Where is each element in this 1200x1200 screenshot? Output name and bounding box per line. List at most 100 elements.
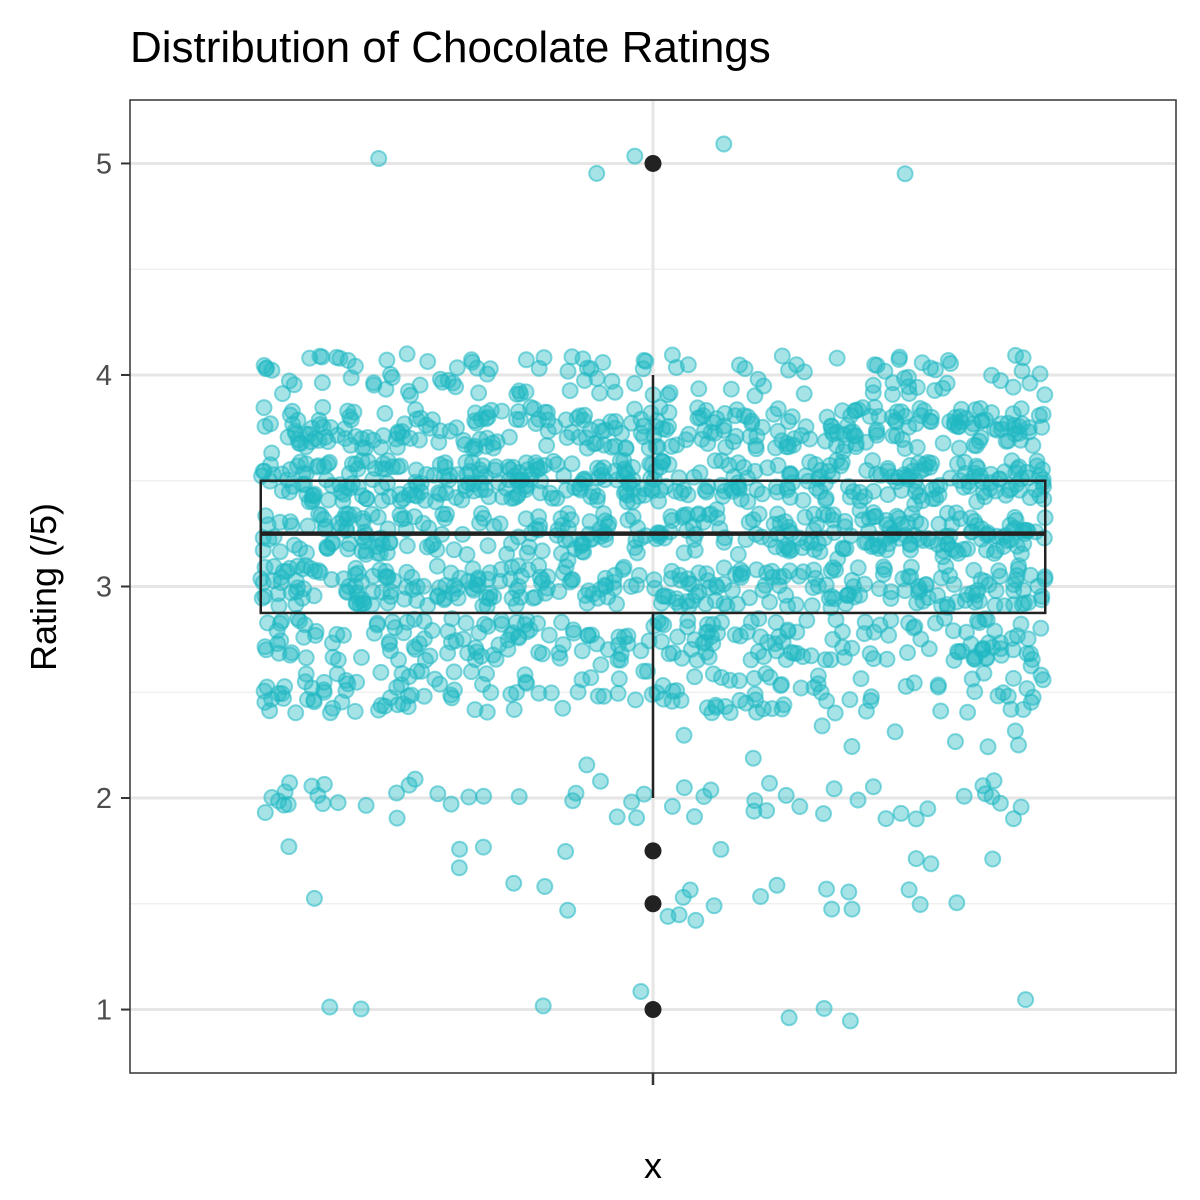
data-point xyxy=(605,579,623,597)
data-point xyxy=(592,656,610,674)
data-point xyxy=(478,703,496,721)
data-point xyxy=(323,535,341,553)
data-point xyxy=(858,461,876,479)
data-point xyxy=(892,403,910,421)
data-point xyxy=(645,571,663,589)
data-point xyxy=(581,513,599,531)
data-point xyxy=(748,561,766,579)
data-point xyxy=(757,665,775,683)
data-point xyxy=(896,165,914,183)
data-point xyxy=(716,405,734,422)
data-point xyxy=(289,411,307,429)
data-point xyxy=(558,429,576,446)
data-point xyxy=(279,795,297,813)
data-point xyxy=(428,557,446,575)
data-point xyxy=(559,362,577,380)
data-point xyxy=(835,648,853,666)
data-point xyxy=(401,429,419,447)
data-point xyxy=(722,380,740,398)
data-point xyxy=(673,649,691,667)
data-point xyxy=(463,351,480,369)
data-point xyxy=(328,348,346,366)
data-point xyxy=(979,738,997,756)
data-point xyxy=(566,540,584,558)
data-point xyxy=(347,559,365,577)
data-point xyxy=(828,349,846,367)
data-point xyxy=(957,409,975,427)
data-point xyxy=(775,696,793,714)
data-point xyxy=(569,683,587,701)
data-point xyxy=(704,665,722,683)
data-point xyxy=(545,452,562,470)
data-point xyxy=(522,398,540,416)
data-point xyxy=(622,414,640,432)
data-point xyxy=(939,535,957,553)
data-point xyxy=(415,577,432,595)
data-point xyxy=(305,889,323,907)
data-point xyxy=(477,437,495,455)
data-point xyxy=(255,462,273,480)
data-point xyxy=(518,544,536,562)
data-point xyxy=(695,513,713,531)
data-point xyxy=(403,568,421,586)
data-point xyxy=(978,611,996,629)
data-point xyxy=(758,802,776,820)
data-point xyxy=(928,478,945,496)
data-point xyxy=(983,366,1001,384)
data-point xyxy=(932,569,950,587)
data-point xyxy=(807,569,825,587)
y-tick-label: 3 xyxy=(96,572,112,604)
data-point xyxy=(395,590,413,608)
data-point xyxy=(608,808,626,826)
data-point xyxy=(929,676,947,694)
data-point xyxy=(860,522,877,540)
data-point xyxy=(731,566,749,584)
chart-title: Distribution of Chocolate Ratings xyxy=(130,23,771,72)
data-point xyxy=(715,135,733,153)
data-point xyxy=(557,843,575,860)
x-axis-title: x xyxy=(644,1145,662,1186)
data-point xyxy=(991,567,1009,585)
data-point xyxy=(871,616,889,634)
data-point xyxy=(628,809,646,827)
data-point xyxy=(1023,651,1041,668)
data-point xyxy=(357,542,375,560)
data-point xyxy=(592,772,609,790)
data-point xyxy=(275,563,292,580)
data-point xyxy=(905,674,923,692)
data-point xyxy=(1009,460,1027,478)
data-point xyxy=(478,665,495,683)
data-point xyxy=(412,662,430,680)
data-point xyxy=(776,513,794,531)
data-point xyxy=(464,560,482,578)
data-point xyxy=(749,370,767,388)
data-point xyxy=(849,791,867,809)
data-point xyxy=(1036,386,1054,404)
data-point xyxy=(517,351,535,369)
data-point xyxy=(464,579,482,597)
data-point xyxy=(949,455,966,473)
data-point xyxy=(441,422,459,440)
data-point xyxy=(959,703,977,721)
data-point xyxy=(321,998,339,1016)
data-point xyxy=(727,565,744,583)
data-point xyxy=(449,589,467,607)
data-point xyxy=(466,412,484,430)
data-point xyxy=(657,421,675,439)
data-point xyxy=(672,484,690,502)
data-point xyxy=(686,808,703,826)
data-point xyxy=(421,647,439,665)
data-point xyxy=(731,691,749,709)
data-point xyxy=(813,717,831,735)
y-axis-title: Rating (/5) xyxy=(23,503,64,671)
data-point xyxy=(992,646,1010,664)
data-point xyxy=(816,651,834,669)
data-point xyxy=(866,398,884,416)
y-tick-label: 5 xyxy=(96,148,112,180)
data-point xyxy=(950,439,968,457)
data-point xyxy=(703,627,720,645)
data-point xyxy=(675,779,693,797)
data-point xyxy=(564,792,582,810)
data-point xyxy=(723,581,741,599)
data-point xyxy=(795,385,813,403)
